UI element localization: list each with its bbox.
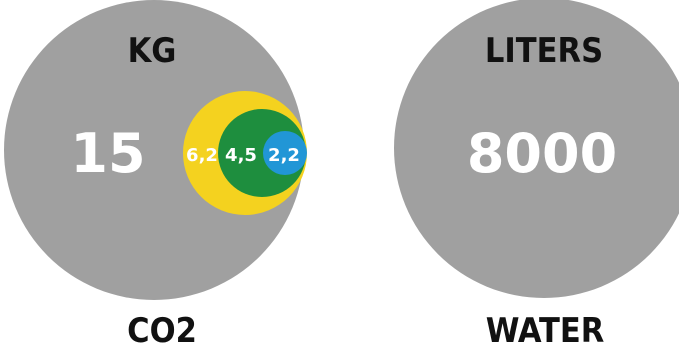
- water-total-value: 8000: [467, 122, 617, 185]
- co2-outer-value: 6,2: [186, 145, 218, 166]
- co2-main-circle: [4, 0, 304, 300]
- co2-total-value: 15: [70, 122, 145, 185]
- water-caption: WATER: [486, 311, 605, 349]
- co2-caption: CO2: [127, 311, 197, 349]
- water-main-circle: [394, 0, 679, 298]
- co2-nested-circles: 6,2 4,5 2,2: [183, 91, 307, 215]
- co2-unit-label: KG: [128, 31, 177, 71]
- co2-middle-value: 4,5: [225, 145, 257, 166]
- co2-inner-value: 2,2: [268, 145, 300, 166]
- water-group: LITERS 8000 WATER: [394, 0, 679, 349]
- water-unit-label: LITERS: [485, 31, 603, 71]
- co2-middle-circle: [218, 109, 306, 197]
- co2-group: KG 15 6,2 4,5 2,2 CO2: [4, 0, 307, 349]
- co2-inner-circle: [263, 131, 307, 175]
